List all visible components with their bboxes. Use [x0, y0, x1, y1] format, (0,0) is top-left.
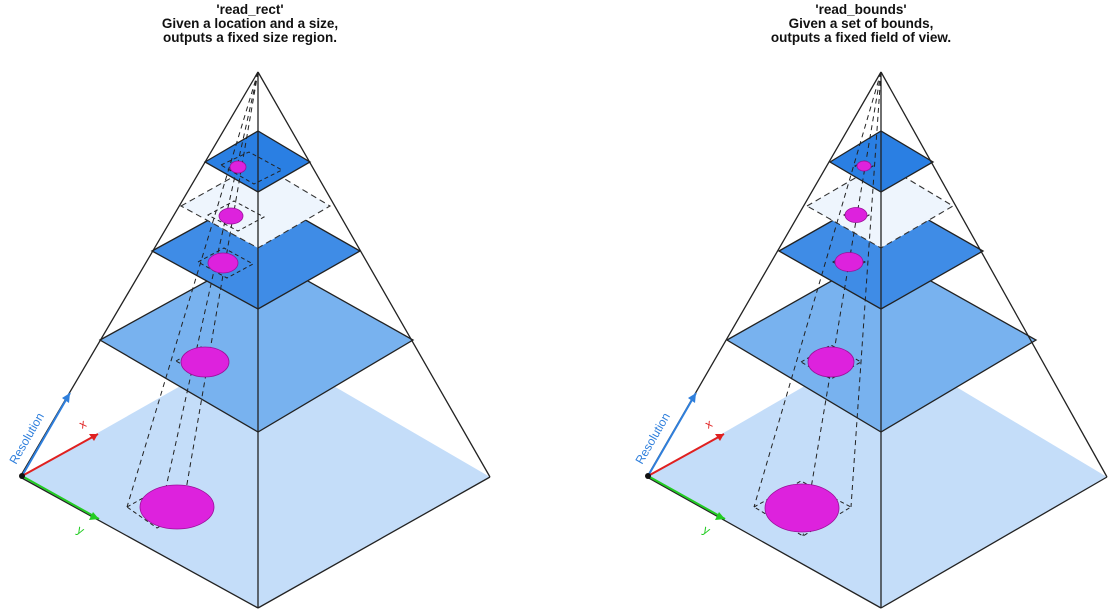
blob-level-4 — [856, 160, 872, 172]
pyramid-level-3 — [805, 162, 955, 249]
blob-level-2 — [207, 252, 239, 274]
frustum-line — [156, 71, 259, 529]
title-function-name: 'read_bounds' — [815, 2, 907, 17]
resolution-axis — [21, 392, 71, 477]
panel-title: 'read_rect' Given a location and a size,… — [0, 3, 500, 45]
x-axis — [21, 433, 99, 477]
y-axis — [21, 475, 100, 520]
base-edge-front-left — [19, 476, 259, 609]
blob-level-4 — [229, 160, 247, 174]
base-edge-front-left — [646, 476, 882, 609]
y-axis — [647, 475, 726, 520]
frustum-line — [850, 71, 882, 508]
y-label: y — [75, 522, 87, 537]
origin-point — [645, 473, 651, 479]
title-line-2: Given a location and a size, — [161, 16, 339, 31]
blob-level-1 — [807, 346, 855, 378]
pyramid-edge-right — [257, 71, 491, 478]
frustum-line — [181, 71, 259, 514]
blob-level-3 — [218, 207, 244, 225]
frustum-line — [126, 71, 259, 508]
base-edge-front-right — [257, 476, 491, 609]
resolution-axis — [647, 392, 697, 477]
x-label: x — [703, 416, 715, 431]
y-label: y — [701, 522, 713, 537]
resolution-label: Resolution — [6, 410, 46, 466]
origin-point — [19, 473, 25, 479]
frustum-line — [753, 71, 882, 508]
panel-read-rect: 'read_rect' Given a location and a size,… — [0, 0, 500, 612]
resolution-arrowhead — [62, 393, 70, 403]
blob-level-0 — [764, 483, 840, 533]
pyramid-edge-right — [880, 71, 1108, 478]
title-line-3: outputs a fixed field of view. — [770, 30, 952, 45]
region-square-3 — [206, 200, 266, 232]
resolution-label: Resolution — [632, 410, 672, 466]
pyramid-diagram-read-bounds: Resolution x y — [632, 71, 1108, 609]
pyramid-level-3 — [179, 162, 332, 249]
pyramid-diagram-read-rect: Resolution x y — [6, 71, 491, 609]
region-square-2 — [831, 252, 867, 272]
panel-title: 'read_bounds' Given a set of bounds, out… — [611, 3, 1111, 45]
pyramid-level-0 — [647, 342, 1107, 608]
blob-level-1 — [180, 346, 230, 378]
title-line-3: outputs a fixed size region. — [162, 30, 338, 45]
region-square-4 — [219, 151, 284, 185]
x-axis — [647, 433, 725, 477]
y-arrowhead — [89, 512, 99, 520]
blob-level-3 — [844, 207, 868, 223]
panel-read-bounds: 'read_bounds' Given a set of bounds, out… — [611, 0, 1111, 612]
x-label: x — [77, 416, 89, 431]
y-arrowhead — [715, 512, 725, 520]
title-function-name: 'read_rect' — [216, 2, 284, 17]
blob-level-0 — [139, 484, 215, 530]
title-line-2: Given a set of bounds, — [788, 16, 934, 31]
frustum-line — [802, 71, 882, 537]
x-arrowhead — [715, 434, 724, 441]
base-edge-front-right — [880, 476, 1108, 609]
resolution-arrowhead — [688, 393, 696, 403]
x-arrowhead — [89, 434, 98, 441]
blob-level-2 — [834, 252, 864, 272]
pyramid-level-1 — [98, 252, 415, 433]
